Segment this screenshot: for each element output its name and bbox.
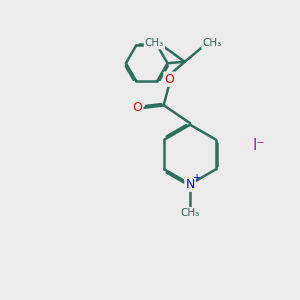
Text: CH₃: CH₃: [181, 208, 200, 218]
Text: I⁻: I⁻: [252, 138, 265, 153]
Text: CH₃: CH₃: [145, 38, 164, 48]
Text: O: O: [164, 73, 174, 86]
Text: N: N: [185, 178, 195, 191]
Text: O: O: [132, 101, 142, 114]
Text: +: +: [192, 173, 200, 183]
Text: CH₃: CH₃: [202, 38, 222, 48]
